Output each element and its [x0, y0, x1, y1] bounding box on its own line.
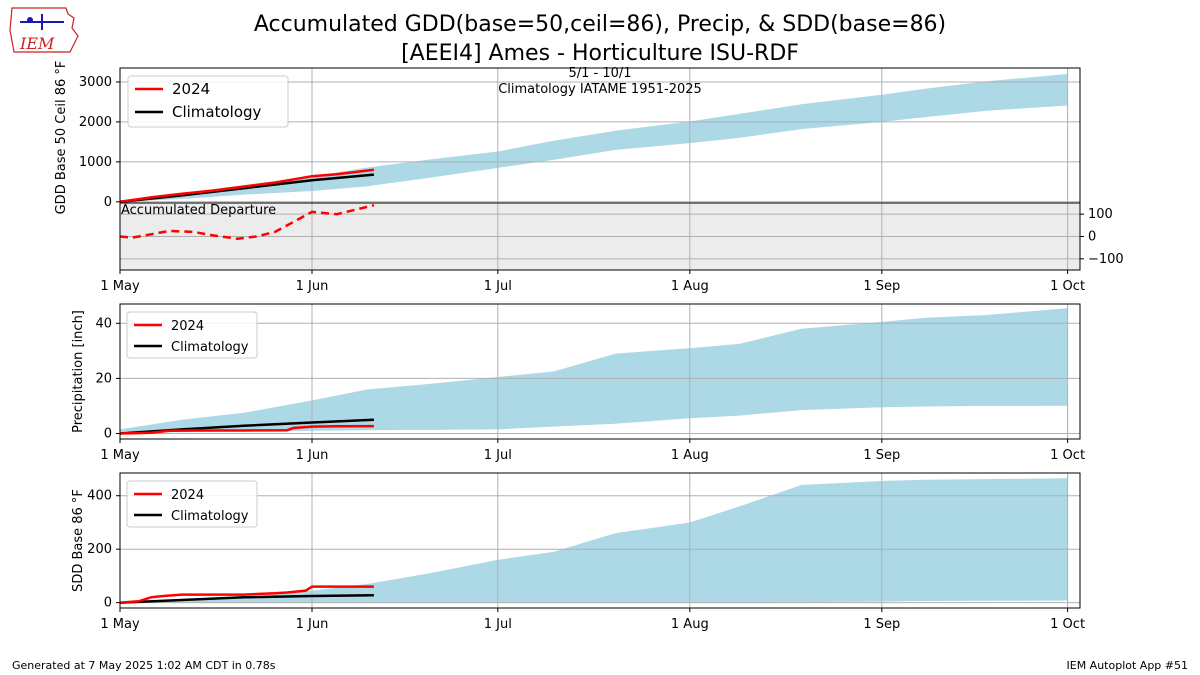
sdd-climatology-range-area — [120, 478, 1068, 603]
gdd-ylabel: GDD Base 50 Ceil 86 °F — [54, 61, 69, 215]
gdd-panel: 0 1000 2000 3000 2024 Climatology GDD Base 50 … — [54, 61, 1081, 215]
precip-xtick-label: 1 Sep — [863, 448, 900, 463]
chart-title-line2: [AEEI4] Ames - Horticulture ISU-RDF — [401, 41, 799, 66]
gdd-ytick-label: 1000 — [79, 155, 112, 170]
sdd-ytick-label: 200 — [87, 542, 112, 557]
precip-xtick-label: 1 Aug — [671, 448, 709, 463]
departure-xtick-label: 1 Jul — [484, 279, 512, 294]
sdd-xtick-label: 1 Aug — [671, 617, 709, 632]
departure-xtick-label: 1 Jun — [296, 279, 329, 294]
departure-xtick-label: 1 Aug — [671, 279, 709, 294]
precip-climatology-range-area — [120, 308, 1068, 434]
precip-ytick-label: 0 — [104, 426, 112, 441]
chart-title-line1: Accumulated GDD(base=50,ceil=86), Precip… — [254, 12, 946, 37]
iem-logo: IEM — [9, 7, 79, 53]
sdd-ytick-label: 0 — [104, 596, 112, 611]
precip-ylabel: Precipitation [inch] — [71, 310, 86, 433]
sdd-legend-label-actual: 2024 — [171, 488, 204, 503]
departure-ytick-label: −100 — [1088, 252, 1124, 267]
precip-2024-line — [119, 424, 374, 435]
chart-subtitle-period: 5/1 - 10/1 — [568, 66, 631, 81]
sdd-ylabel: SDD Base 86 °F — [71, 489, 86, 592]
footer-app-id: IEM Autoplot App #51 — [1067, 659, 1189, 672]
departure-xtick-label: 1 Sep — [863, 279, 900, 294]
gdd-legend-box — [127, 75, 289, 128]
departure-xtick-label: 1 May — [100, 279, 140, 294]
iowa-outline-icon — [9, 7, 79, 53]
sdd-xtick-label: 1 May — [100, 617, 140, 632]
precip-xtick-label: 1 May — [100, 448, 140, 463]
gdd-climatology-range-area — [120, 74, 1068, 202]
gdd-ytick-label: 2000 — [79, 115, 112, 130]
precip-ytick-label: 40 — [95, 316, 112, 331]
sdd-legend-label-climatology: Climatology — [171, 509, 249, 524]
gdd-legend-label-climatology: Climatology — [172, 103, 262, 121]
precip-legend-label-actual: 2024 — [171, 319, 204, 334]
gdd-ytick-label: 3000 — [79, 75, 112, 90]
gdd-legend-label-actual: 2024 — [172, 80, 210, 98]
precip-ytick-label: 20 — [95, 371, 112, 386]
sdd-xtick-label: 1 Jul — [484, 617, 512, 632]
precip-legend-label-climatology: Climatology — [171, 340, 249, 355]
chart-subtitle-climatology: Climatology IATAME 1951-2025 — [498, 82, 702, 97]
precip-xtick-label: 1 Oct — [1050, 448, 1085, 463]
logo-text: IEM — [19, 34, 55, 53]
precip-xtick-label: 1 Jul — [484, 448, 512, 463]
departure-annotation: Accumulated Departure — [121, 203, 276, 218]
sdd-xtick-label: 1 Oct — [1050, 617, 1085, 632]
footer-generated: Generated at 7 May 2025 1:02 AM CDT in 0… — [12, 659, 276, 672]
departure-frame — [119, 202, 1081, 271]
departure-panel: −100 0 100 1 May 1 Jun 1 Jul 1 Aug 1 Sep 1 Oct Ac… — [100, 202, 1124, 294]
sdd-climatology-line — [119, 593, 374, 604]
departure-ytick-label: 0 — [1088, 230, 1096, 245]
gdd-2024-line — [119, 168, 375, 204]
sdd-xtick-label: 1 Jun — [296, 617, 329, 632]
gdd-climatology-line — [119, 173, 375, 204]
sdd-panel: 0 200 400 1 May 1 Jun 1 Jul 1 Aug 1 Sep 1 Oct 202… — [71, 472, 1085, 632]
precip-panel: 0 20 40 1 May 1 Jun 1 Jul 1 Aug 1 Sep 1 Oct 2024 C… — [71, 303, 1085, 463]
gdd-ytick-label: 0 — [104, 195, 112, 210]
precip-frame — [119, 303, 1081, 440]
departure-ytick-label: 100 — [1088, 207, 1113, 222]
sdd-xtick-label: 1 Sep — [863, 617, 900, 632]
sdd-2024-line — [119, 585, 374, 604]
sdd-frame — [119, 472, 1081, 609]
sdd-ytick-label: 400 — [87, 489, 112, 504]
logo-dot-icon — [27, 17, 33, 23]
precip-xtick-label: 1 Jun — [296, 448, 329, 463]
departure-xtick-label: 1 Oct — [1050, 279, 1085, 294]
